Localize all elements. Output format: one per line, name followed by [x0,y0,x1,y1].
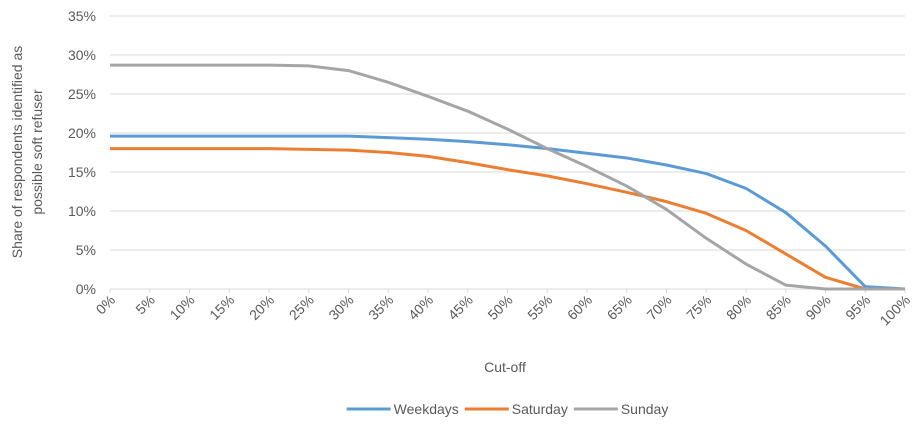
series-line [110,63,905,291]
x-tick-label: 10% [166,292,197,323]
y-tick-label: 5% [76,242,96,258]
y-tick-label: 30% [68,47,96,63]
x-tick-label: 70% [643,292,674,323]
y-tick-label: 25% [68,86,96,102]
legend-label: Sunday [621,401,668,417]
y-axis-title: Share of respondents identified as [9,46,25,258]
x-axis-title: Cut-off [484,359,526,375]
series-line [110,147,905,291]
x-tick-label: 25% [286,292,317,323]
legend-label: Saturday [512,401,568,417]
x-tick-label: 20% [246,292,277,323]
legend-item: Sunday [573,401,668,417]
y-tick-label: 20% [68,125,96,141]
x-tick-label: 50% [484,292,515,323]
y-tick-label: 10% [68,203,96,219]
x-tick-label: 35% [365,292,396,323]
x-tick-label: 30% [325,292,356,323]
x-tick-label: 5% [132,292,158,318]
y-tick-label: 15% [68,164,96,180]
series-line [110,134,906,291]
x-tick-label: 40% [405,292,436,323]
x-tick-label: 90% [802,292,833,323]
x-tick-label: 85% [763,292,794,323]
y-tick-label: 0% [76,281,96,297]
y-axis-title: possible soft refuser [29,89,45,215]
x-tick-label: 75% [683,292,714,323]
legend-item: Weekdays [346,401,459,417]
x-tick-label: 100% [876,292,913,329]
legend-item: Saturday [464,401,568,417]
x-tick-label: 0% [92,292,118,318]
x-tick-label: 95% [842,292,873,323]
x-tick-label: 60% [564,292,595,323]
x-tick-label: 55% [524,292,555,323]
x-tick-label: 65% [604,292,635,323]
x-tick-label: 45% [445,292,476,323]
legend-label: Weekdays [394,401,459,417]
x-tick-label: 15% [206,292,237,323]
x-tick-label: 80% [723,292,754,323]
y-tick-label: 35% [68,8,96,24]
